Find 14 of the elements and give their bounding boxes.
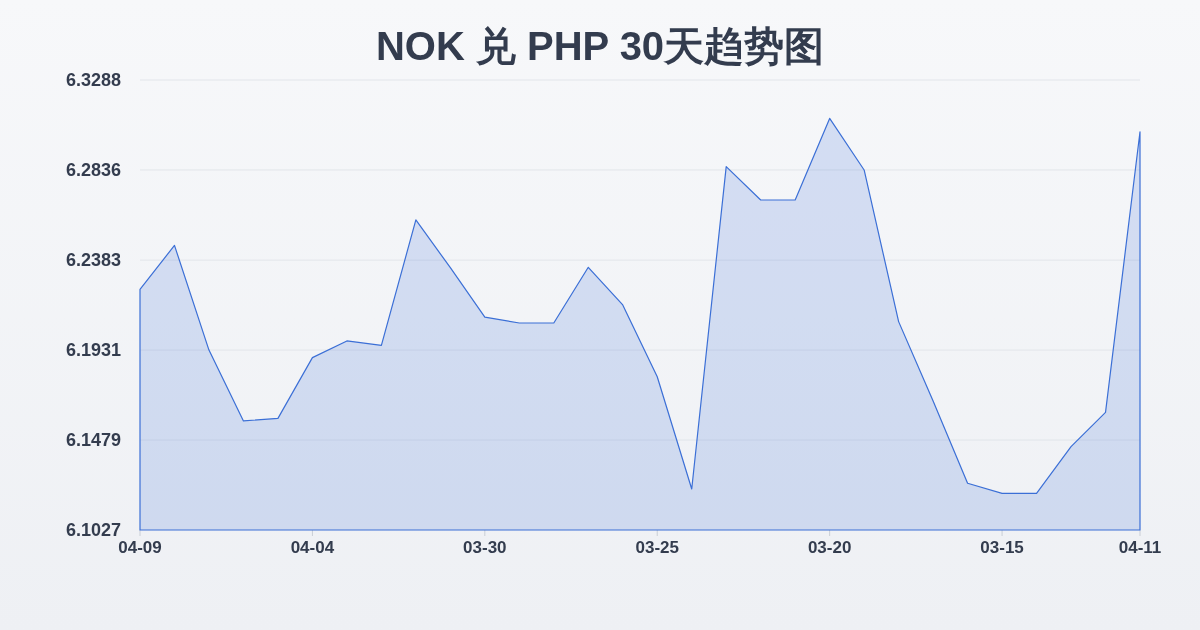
x-tick-label: 04-04	[290, 538, 335, 557]
y-tick-label: 6.1027	[65, 520, 121, 540]
y-tick-label: 6.2836	[65, 159, 121, 180]
x-tick-label: 04-09	[118, 538, 162, 557]
title: NOK 兑 PHP 30天趋势图	[375, 24, 825, 68]
y-tick-label: 6.3288	[65, 70, 121, 90]
x-tick-label: 03-15	[980, 538, 1024, 557]
y-tick-label: 6.1931	[65, 340, 121, 361]
y-tick-label: 6.1479	[65, 430, 121, 451]
x-tick-label: 03-30	[463, 538, 507, 557]
y-tick-label: 6.2383	[65, 250, 121, 271]
x-tick-label: 03-20	[807, 538, 852, 557]
x-tick-label: 04-11	[1118, 538, 1162, 557]
x-tick-label: 03-25	[635, 538, 679, 557]
